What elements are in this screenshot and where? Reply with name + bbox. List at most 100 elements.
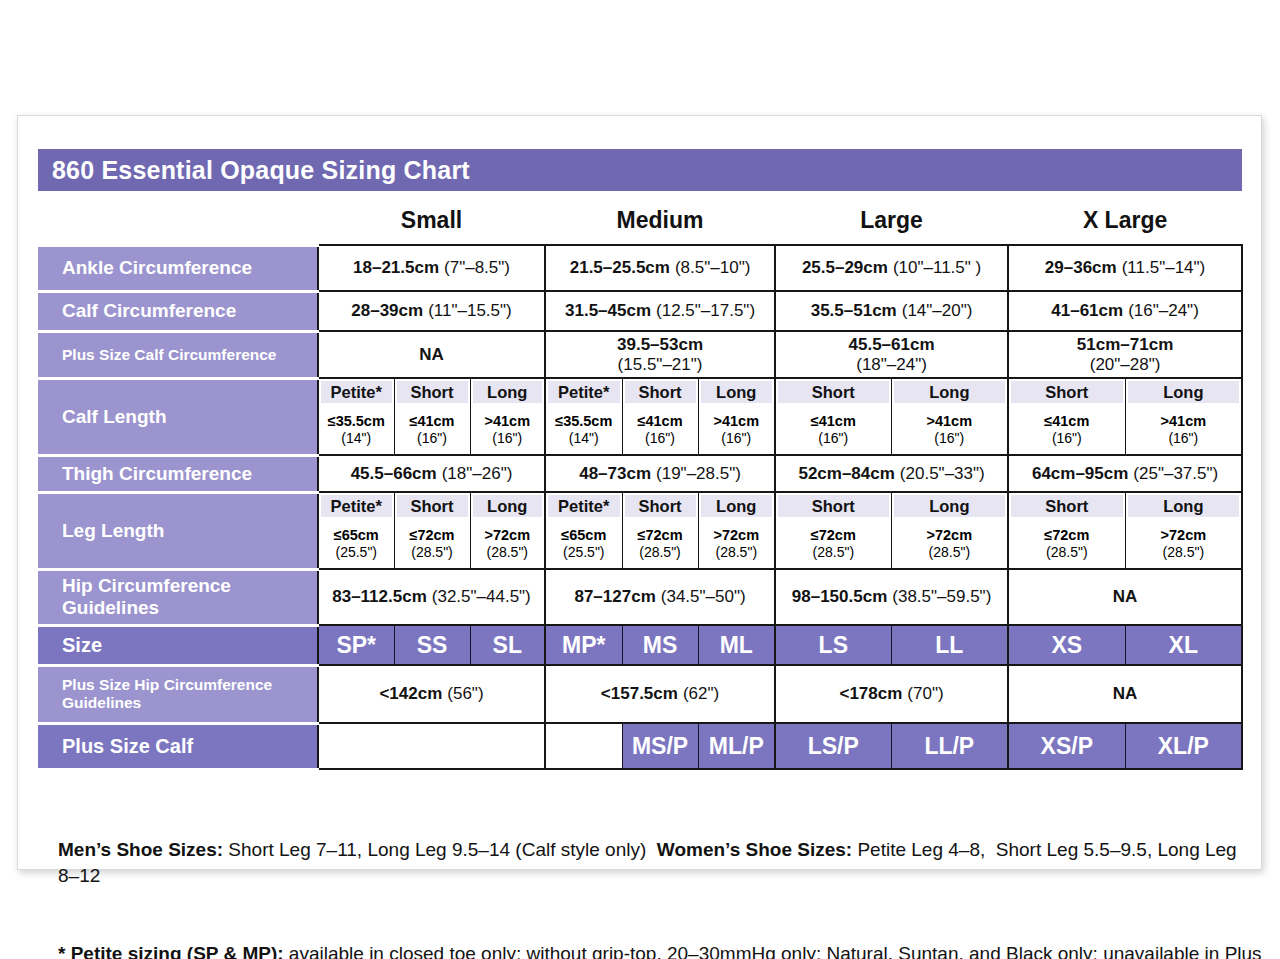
table-cell: 25.5–29cm(10"–11.5" ) <box>775 245 1008 291</box>
value-range: 51cm–71cm <box>1077 335 1173 354</box>
table-cell: Short <box>622 378 698 405</box>
value-inches: (12.5"–17.5") <box>656 301 755 320</box>
column-header-xlarge: X Large <box>1008 197 1242 245</box>
table-cell: Long <box>891 378 1008 405</box>
value-inches: (28.5") <box>892 544 1008 561</box>
table-cell: >72cm(28.5") <box>470 519 545 569</box>
value-range: >41cm <box>699 412 775 430</box>
table-row-leg-length-subheader: Leg Length Petite* Short Long Petite* Sh… <box>38 492 1242 519</box>
size-cell: ML <box>698 625 775 665</box>
value-range: >41cm <box>471 412 545 430</box>
table-cell: ≤72cm(28.5") <box>775 519 891 569</box>
size-cell: XL <box>1125 625 1242 665</box>
table-cell: Short <box>775 492 891 519</box>
table-cell: ≤41cm(16") <box>394 405 470 455</box>
value-range: ≤41cm <box>1009 412 1125 430</box>
value-inches: (11.5"–14") <box>1122 258 1206 277</box>
row-label-leg-length: Leg Length <box>38 492 318 569</box>
table-cell: Short <box>775 378 891 405</box>
value-inches: (16") <box>776 430 891 447</box>
table-row-plus-size-hip: Plus Size Hip Circumference Guidelines <… <box>38 665 1242 723</box>
subheader-long: Long <box>894 381 1006 403</box>
value-range: 45.5–61cm <box>849 335 935 354</box>
subheader-petite: Petite* <box>321 381 392 403</box>
value-inches: (14") <box>319 430 394 447</box>
table-cell: 21.5–25.5cm(8.5"–10") <box>545 245 775 291</box>
value-inches: (16") <box>1009 430 1125 447</box>
value-inches: (62") <box>683 684 719 703</box>
value-range: ≤72cm <box>776 526 891 544</box>
table-cell: <142cm(56") <box>318 665 545 723</box>
table-cell: Long <box>470 492 545 519</box>
size-cell: SP* <box>318 625 394 665</box>
mens-shoe-sizes-text: Short Leg 7–11, Long Leg 9.5–14 (Calf st… <box>223 839 657 860</box>
value-range: >41cm <box>892 412 1008 430</box>
subheader-short: Short <box>778 381 889 403</box>
table-cell: 64cm–95cm(25"–37.5") <box>1008 455 1242 492</box>
row-label-thigh-circumference: Thigh Circumference <box>38 455 318 492</box>
value-inches: (28.5") <box>1009 544 1125 561</box>
row-label-hip-circumference-guidelines: Hip Circumference Guidelines <box>38 569 318 625</box>
value-inches: (14"–20") <box>902 301 973 320</box>
table-row-plus-size-calf: Plus Size Calf MS/P ML/P LS/P LL/P XS/P … <box>38 723 1242 769</box>
value-inches: (16") <box>623 430 698 447</box>
table-cell: ≤35.5cm(14") <box>545 405 622 455</box>
subheader-short: Short <box>625 381 696 403</box>
value-inches: (18"–24") <box>776 355 1007 375</box>
value-inches: (10"–11.5" ) <box>893 258 981 277</box>
table-cell: Short <box>394 378 470 405</box>
empty-cell <box>318 723 545 769</box>
row-label-calf-length: Calf Length <box>38 378 318 455</box>
table-cell: 87–127cm(34.5"–50") <box>545 569 775 625</box>
value-range: ≤41cm <box>776 412 891 430</box>
table-cell: 35.5–51cm (14"–20") <box>775 291 1008 331</box>
table-cell: 29–36cm (11.5"–14") <box>1008 245 1242 291</box>
value-inches: (16"–24") <box>1128 301 1199 320</box>
petite-sizing-label: * Petite sizing (SP & MP): <box>58 943 284 959</box>
value-range: >72cm <box>699 526 775 544</box>
value-inches: (19"–28.5") <box>656 464 741 483</box>
table-row-plus-size-calf-circumference: Plus Size Calf Circumference NA 39.5–53c… <box>38 331 1242 378</box>
value-inches: (28.5") <box>471 544 545 561</box>
subheader-short: Short <box>625 495 696 517</box>
table-cell: Short <box>622 492 698 519</box>
table-cell: 45.5–66cm(18"–26") <box>318 455 545 492</box>
value-range: 29–36cm <box>1045 258 1117 277</box>
value-range: 48–73cm <box>579 464 651 483</box>
value-range: ≤41cm <box>623 412 698 430</box>
table-cell: >41cm(16") <box>470 405 545 455</box>
value-inches: (16") <box>892 430 1008 447</box>
value-range: NA <box>1113 587 1138 606</box>
table-cell: Short <box>394 492 470 519</box>
value-range: 35.5–51cm <box>811 301 897 320</box>
value-range: 31.5–45cm <box>565 301 651 320</box>
value-range: ≤35.5cm <box>546 412 622 430</box>
table-cell: 52cm–84cm(20.5"–33") <box>775 455 1008 492</box>
table-cell: ≤41cm(16") <box>1008 405 1125 455</box>
column-header-medium: Medium <box>545 197 775 245</box>
subheader-short: Short <box>397 381 468 403</box>
row-label-size: Size <box>38 625 318 665</box>
table-row-ankle: Ankle Circumference 18–21.5cm(7"–8.5") 2… <box>38 245 1242 291</box>
subheader-short: Short <box>397 495 468 517</box>
value-inches: (28.5") <box>395 544 470 561</box>
table-cell: 28–39cm(11"–15.5") <box>318 291 545 331</box>
size-cell: ML/P <box>698 723 775 769</box>
table-cell: NA <box>1008 569 1242 625</box>
table-cell: >41cm(16") <box>698 405 775 455</box>
table-cell: Petite* <box>318 492 394 519</box>
table-cell: ≤35.5cm(14") <box>318 405 394 455</box>
table-cell: Long <box>698 492 775 519</box>
sizing-chart-card: 860 Essential Opaque Sizing Chart Small … <box>17 115 1262 870</box>
value-inches: (16") <box>699 430 775 447</box>
value-range: >72cm <box>892 526 1008 544</box>
table-cell: 51cm–71cm(20"–28") <box>1008 331 1242 378</box>
size-cell: LS/P <box>775 723 891 769</box>
table-cell: 45.5–61cm(18"–24") <box>775 331 1008 378</box>
column-header-small: Small <box>318 197 545 245</box>
table-cell: Long <box>891 492 1008 519</box>
table-cell: Long <box>1125 492 1242 519</box>
row-label-ankle-circumference: Ankle Circumference <box>38 245 318 291</box>
table-row-size: Size SP* SS SL MP* MS ML LS LL XS XL <box>38 625 1242 665</box>
value-range: 21.5–25.5cm <box>570 258 670 277</box>
